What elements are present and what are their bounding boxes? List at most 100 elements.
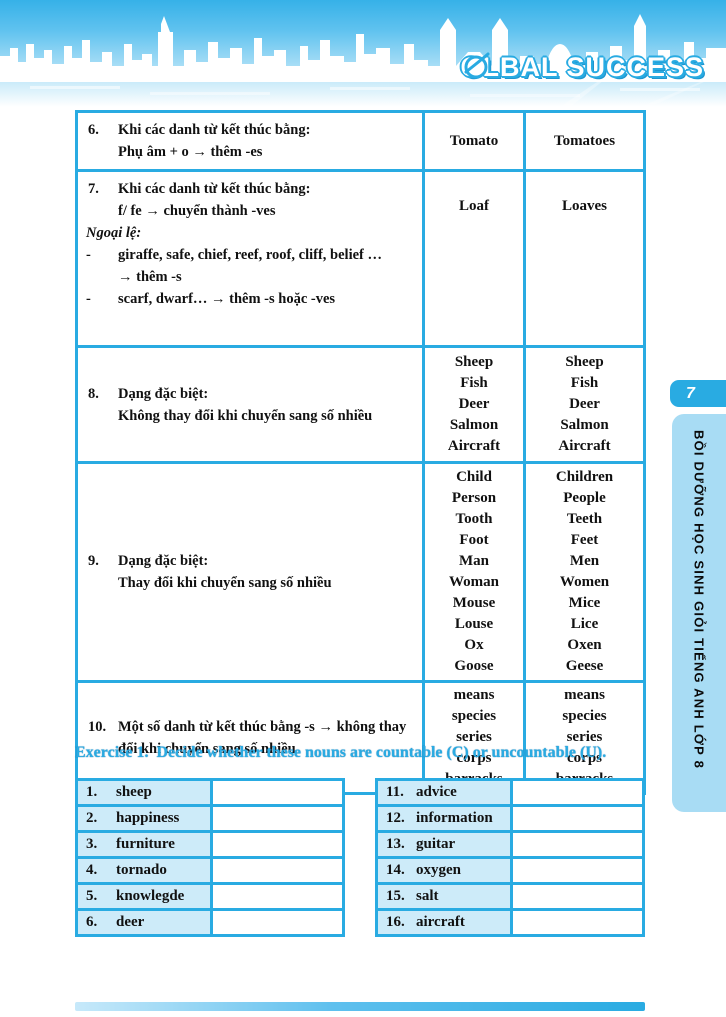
- row-number: 10.: [88, 718, 107, 735]
- exercise-table-right: 11. advice 12. information 13. guitar 14. oxyge…: [375, 778, 645, 937]
- answer-cell: [510, 856, 645, 885]
- word-line: Loaves: [562, 198, 607, 214]
- description-cell: 6. Khi các danh từ kết thúc bằng: Phụ âm +…: [75, 110, 425, 172]
- item-number: 16.: [386, 914, 405, 930]
- exercise-row: 12. information: [375, 804, 645, 833]
- word-line: Salmon: [560, 417, 609, 433]
- item-number: 12.: [386, 810, 405, 826]
- exercise-row: 1. sheep: [75, 778, 345, 807]
- exercise-row: 15. salt: [375, 882, 645, 911]
- item-number: 13.: [386, 836, 405, 852]
- word-line: Teeth: [566, 511, 603, 527]
- word-line: Loaf: [459, 198, 489, 214]
- word-line: means: [564, 687, 605, 703]
- answer-cell: [510, 830, 645, 859]
- item-number: 15.: [386, 888, 405, 904]
- item-number: 5.: [86, 888, 98, 904]
- word-line: means: [453, 687, 495, 703]
- item-label-cell: 4. tornado: [75, 856, 213, 885]
- item-word: information: [416, 810, 493, 826]
- word-line: Person: [451, 490, 497, 506]
- logo-text-suffix: BAL SUCCESS: [499, 52, 704, 82]
- description-line: Không thay đổi khi chuyển sang số nhiều: [118, 407, 373, 424]
- item-word: happiness: [116, 810, 180, 826]
- plural-cell: Tomatoes: [523, 110, 646, 172]
- word-line: species: [451, 708, 497, 724]
- word-line: Salmon: [449, 417, 499, 433]
- item-number: 2.: [86, 810, 98, 826]
- word-line: Sheep: [565, 354, 604, 370]
- page-header: GL BAL SUCCESS: [0, 0, 726, 107]
- grammar-row: 6. Khi các danh từ kết thúc bằng: Phụ âm +…: [75, 110, 646, 172]
- answer-cell: [510, 804, 645, 833]
- word-line: Geese: [565, 658, 604, 674]
- item-label-cell: 12. information: [375, 804, 513, 833]
- word-line: Ox: [464, 637, 484, 653]
- plural-cell: Loaves: [523, 169, 646, 348]
- description-cell: 9. Dạng đặc biệt: Thay đổi khi chuyển sang…: [75, 461, 425, 683]
- singular-cell: Child Person Tooth Foot Man Woman Mouse Louse Ox…: [422, 461, 526, 683]
- item-number: 1.: [86, 784, 98, 800]
- global-success-logo: GL BAL SUCCESS: [460, 52, 704, 83]
- item-word: deer: [116, 914, 145, 930]
- item-label-cell: 2. happiness: [75, 804, 213, 833]
- word-line: series: [456, 729, 492, 745]
- row-number: 9.: [88, 553, 99, 569]
- word-line: Deer: [458, 396, 490, 412]
- grammar-row: 7. Khi các danh từ kết thúc bằng: f/ fe → …: [75, 169, 646, 348]
- word-line: series: [566, 729, 603, 745]
- description-line: đổi khi chuyển sang số nhiều: [118, 740, 296, 757]
- grammar-row: 9. Dạng đặc biệt: Thay đổi khi chuyển sang…: [75, 461, 646, 683]
- item-number: 3.: [86, 836, 98, 852]
- item-word: guitar: [416, 836, 456, 852]
- word-line: Tomatoes: [553, 132, 616, 149]
- word-line: Tooth: [455, 511, 493, 527]
- description-line: Ngoại lệ:: [86, 225, 142, 241]
- word-line: Children: [555, 469, 614, 485]
- exercise-row: 2. happiness: [75, 804, 345, 833]
- description-line: Khi các danh từ kết thúc bằng:: [118, 181, 311, 197]
- word-line: Women: [559, 574, 610, 590]
- word-line: Sheep: [454, 354, 494, 370]
- description-line: Dạng đặc biệt:: [118, 385, 209, 402]
- item-word: advice: [416, 784, 457, 800]
- answer-cell: [510, 908, 645, 937]
- exercise-row: 13. guitar: [375, 830, 645, 859]
- answer-cell: [210, 856, 345, 885]
- plural-cell: Children People Teeth Feet Men Women Mice Lice O…: [523, 461, 646, 683]
- word-line: Lice: [570, 616, 599, 632]
- word-line: Man: [459, 553, 489, 569]
- word-line: corps: [567, 750, 602, 766]
- exercise-row: 14. oxygen: [375, 856, 645, 885]
- singular-cell: Loaf: [422, 169, 526, 348]
- item-label-cell: 15. salt: [375, 882, 513, 911]
- row-number: 6.: [88, 122, 99, 138]
- exercise-table-right-body: 11. advice 12. information 13. guitar 14. oxyge…: [375, 778, 645, 937]
- word-line: Tomato: [449, 132, 499, 149]
- sidebar-tab-label: BỒI DƯỠNG HỌC SINH GIỎI TIẾNG ANH LỚP 8: [691, 430, 707, 770]
- item-label-cell: 6. deer: [75, 908, 213, 937]
- word-line: Fish: [570, 375, 599, 391]
- description-line: f/ fe → chuyển thành -ves: [118, 203, 276, 219]
- description-line: Thay đổi khi chuyển sang số nhiều: [118, 575, 332, 591]
- answer-cell: [210, 882, 345, 911]
- item-word: salt: [416, 888, 439, 904]
- description-line: Một số danh từ kết thúc bằng -s → không …: [118, 718, 407, 735]
- word-line: Woman: [448, 574, 499, 590]
- item-label-cell: 3. furniture: [75, 830, 213, 859]
- item-word: furniture: [116, 836, 175, 852]
- exercise-row: 6. deer: [75, 908, 345, 937]
- row-number: 8.: [88, 385, 99, 402]
- description-line: Phụ âm + o → thêm -es: [118, 144, 263, 160]
- item-label-cell: 1. sheep: [75, 778, 213, 807]
- singular-cell: meansspeciesseriescorpsbarracks: [422, 680, 526, 795]
- row-number: 7.: [88, 181, 99, 197]
- item-label-cell: 5. knowlegde: [75, 882, 213, 911]
- word-line: corps: [456, 750, 492, 766]
- item-word: tornado: [116, 862, 167, 878]
- description-line: scarf, dwarf… → thêm -s hoặc -ves: [86, 288, 416, 310]
- word-line: Mice: [568, 595, 601, 611]
- plural-cell: Sheep Fish Deer Salmon Aircraft: [523, 345, 646, 464]
- answer-cell: [510, 882, 645, 911]
